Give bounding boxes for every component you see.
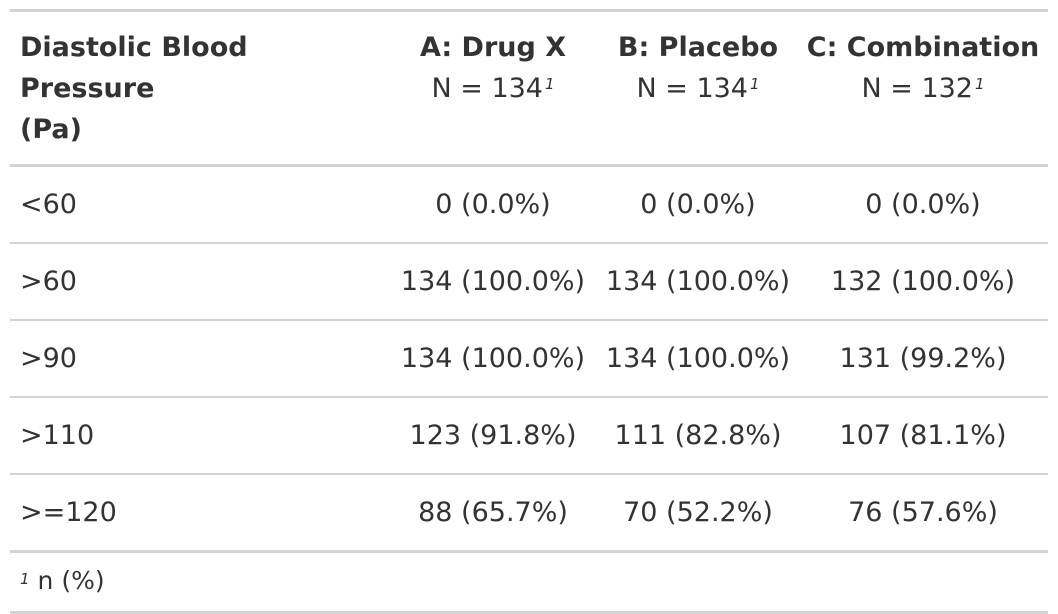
column-n: N = 134	[636, 73, 748, 104]
column-header-drug-x: A: Drug X N = 134 1	[388, 12, 598, 167]
summary-table: Diastolic Blood Pressure (Pa) A: Drug X …	[10, 9, 1048, 614]
row-label: >60	[10, 243, 388, 321]
table-cell: 134 (100.0%)	[598, 243, 798, 321]
row-label: >90	[10, 320, 388, 398]
table-cell: 0 (0.0%)	[388, 165, 598, 244]
table-cell: 134 (100.0%)	[388, 320, 598, 398]
column-label: C: Combination	[806, 32, 1040, 63]
table-cell: 70 (52.2%)	[598, 474, 798, 553]
table-cell: 131 (99.2%)	[798, 320, 1048, 398]
column-label: B: Placebo	[617, 32, 779, 63]
data-table: Diastolic Blood Pressure (Pa) A: Drug X …	[10, 12, 1048, 553]
column-header-combination: C: Combination N = 132 1	[798, 12, 1048, 167]
footnote-mark: 1	[974, 75, 985, 93]
table-row: >=120 88 (65.7%) 70 (52.2%) 76 (57.6%)	[10, 474, 1048, 553]
table-cell: 111 (82.8%)	[598, 397, 798, 475]
stub-header-line1: Diastolic Blood Pressure	[20, 32, 248, 104]
row-label: <60	[10, 165, 388, 244]
table-cell: 132 (100.0%)	[798, 243, 1048, 321]
table-row: <60 0 (0.0%) 0 (0.0%) 0 (0.0%)	[10, 165, 1048, 244]
table-cell: 0 (0.0%)	[798, 165, 1048, 244]
table-footnote: 1 n (%)	[10, 553, 1048, 611]
stub-header-line2: (Pa)	[20, 114, 82, 145]
footnote-mark: 1	[544, 75, 555, 93]
row-label: >110	[10, 397, 388, 475]
footnote-mark: 1	[749, 75, 760, 93]
column-n: N = 132	[861, 73, 973, 104]
row-label: >=120	[10, 474, 388, 553]
table-row: >90 134 (100.0%) 134 (100.0%) 131 (99.2%…	[10, 320, 1048, 398]
table-cell: 134 (100.0%)	[388, 243, 598, 321]
footnote-text: n (%)	[37, 566, 105, 595]
table-cell: 123 (91.8%)	[388, 397, 598, 475]
column-n: N = 134	[431, 73, 543, 104]
column-label: A: Drug X	[419, 32, 567, 63]
table-cell: 0 (0.0%)	[598, 165, 798, 244]
header-row: Diastolic Blood Pressure (Pa) A: Drug X …	[10, 12, 1048, 167]
table-body: <60 0 (0.0%) 0 (0.0%) 0 (0.0%) >60 134 (…	[10, 165, 1048, 553]
table-cell: 107 (81.1%)	[798, 397, 1048, 475]
table-cell: 76 (57.6%)	[798, 474, 1048, 553]
table-row: >110 123 (91.8%) 111 (82.8%) 107 (81.1%)	[10, 397, 1048, 475]
stub-header: Diastolic Blood Pressure (Pa)	[10, 12, 388, 167]
column-header-placebo: B: Placebo N = 134 1	[598, 12, 798, 167]
table-header: Diastolic Blood Pressure (Pa) A: Drug X …	[10, 12, 1048, 167]
footnote-mark: 1	[20, 570, 30, 588]
table-cell: 134 (100.0%)	[598, 320, 798, 398]
table-row: >60 134 (100.0%) 134 (100.0%) 132 (100.0…	[10, 243, 1048, 321]
table-cell: 88 (65.7%)	[388, 474, 598, 553]
